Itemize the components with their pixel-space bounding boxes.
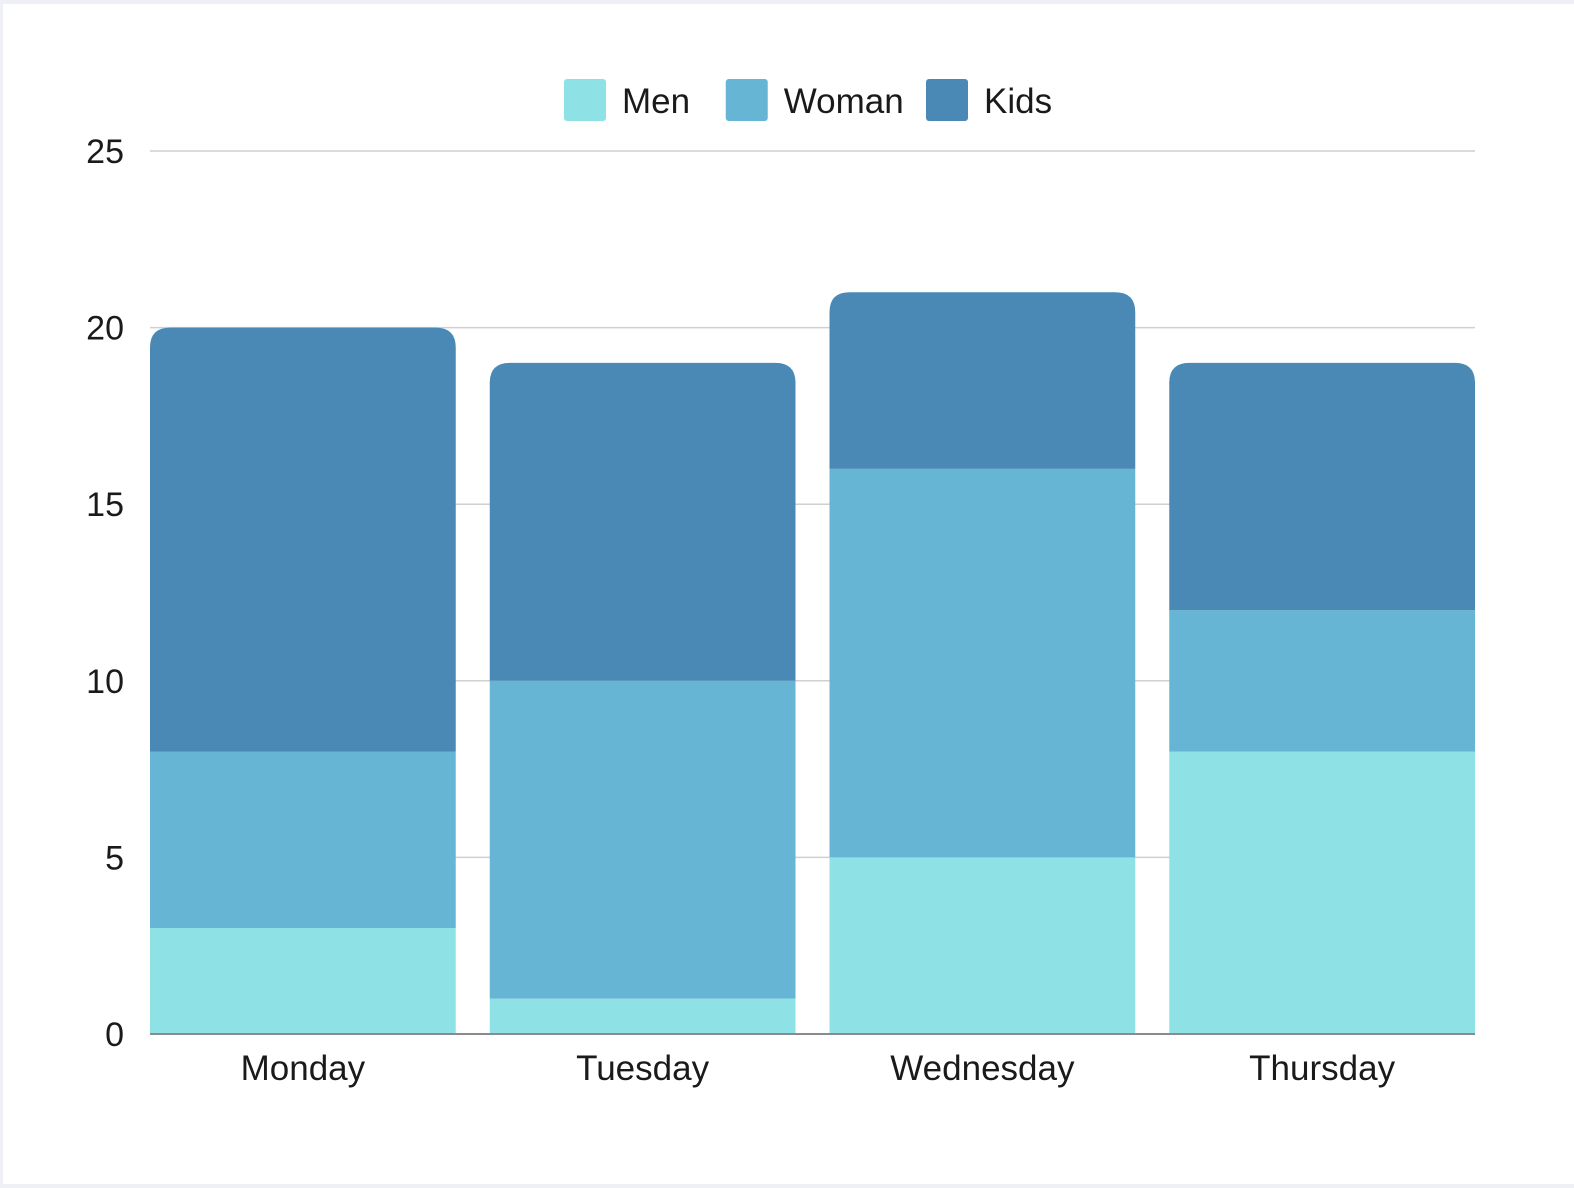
y-tick-label: 5: [105, 839, 124, 877]
bars: [150, 292, 1475, 1034]
bar-segment-men-thursday: [1169, 751, 1475, 1034]
bar-segment-men-wednesday: [829, 857, 1136, 1034]
bar-segment-kids-thursday: [1169, 362, 1475, 611]
y-tick-labels: 0 5 10 15 20 25: [86, 133, 124, 1054]
y-tick-label: 0: [105, 1016, 124, 1054]
y-tick-label: 20: [86, 310, 124, 348]
stacked-bar-chart: 0 5 10 15 20 25 Monday Tuesday Wednesday Thursda…: [86, 79, 1475, 1088]
legend-label-men: Men: [622, 82, 690, 121]
bar-segment-woman-wednesday: [829, 468, 1136, 858]
bar-segment-kids-monday: [150, 327, 456, 752]
legend-label-woman: Woman: [784, 82, 904, 121]
bar-segment-kids-wednesday: [829, 292, 1136, 469]
legend-swatch-woman: [725, 79, 768, 121]
x-tick-labels: Monday Tuesday Wednesday Thursday: [241, 1049, 1396, 1088]
x-tick-label-monday: Monday: [241, 1049, 366, 1088]
legend: Men Woman Kids: [564, 79, 1052, 121]
x-tick-label-tuesday: Tuesday: [576, 1049, 709, 1088]
bar-segment-men-tuesday: [489, 998, 796, 1034]
bar-segment-woman-monday: [150, 751, 456, 929]
y-tick-label: 25: [86, 133, 124, 171]
bar-segment-woman-tuesday: [489, 680, 796, 999]
chart-frame: 0 5 10 15 20 25 Monday Tuesday Wednesday Thursda…: [3, 4, 1574, 1184]
y-tick-label: 10: [86, 663, 124, 701]
bar-segment-woman-thursday: [1169, 610, 1475, 752]
legend-swatch-men: [564, 79, 606, 121]
y-tick-label: 15: [86, 486, 124, 524]
bar-segment-kids-tuesday: [489, 362, 796, 681]
legend-swatch-kids: [926, 79, 968, 121]
bar-segment-men-monday: [150, 928, 456, 1034]
x-tick-label-wednesday: Wednesday: [890, 1049, 1075, 1088]
legend-label-kids: Kids: [984, 82, 1052, 121]
x-tick-label-thursday: Thursday: [1249, 1049, 1395, 1088]
